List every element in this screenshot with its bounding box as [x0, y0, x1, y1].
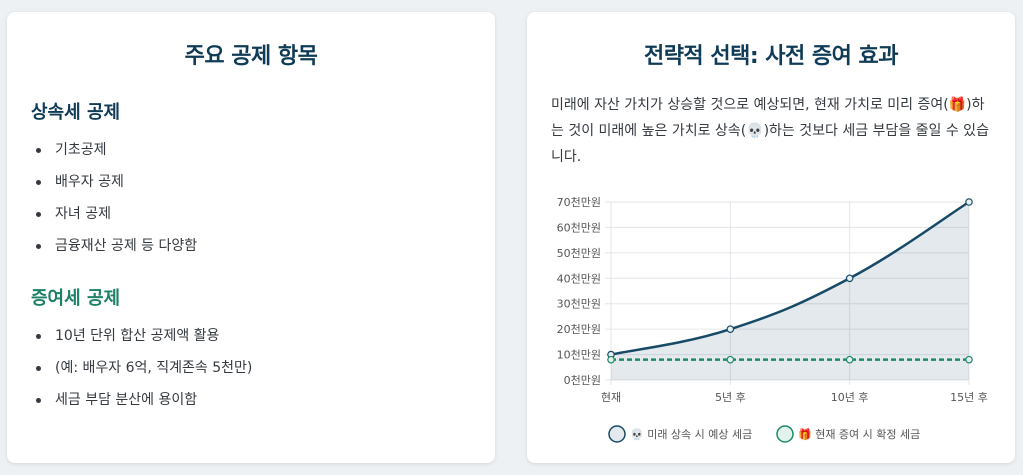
series-areas: [611, 202, 969, 380]
list-item: 자녀 공제: [31, 198, 495, 230]
legend-label-0: 💀 미래 상속 시 예상 세금: [630, 428, 752, 441]
y-tick-label: 10천만원: [557, 348, 601, 362]
strategy-description: 미래에 자산 가치가 상승할 것으로 예상되면, 현재 가치로 미리 증여(🎁)…: [551, 97, 989, 165]
x-tick-label: 15년 후: [950, 391, 988, 404]
series-line-0: [610, 200, 970, 356]
inheritance-list: 기초공제 배우자 공제 자녀 공제 금융재산 공제 등 다양함: [31, 134, 495, 262]
inheritance-section-title: 상속세 공제: [31, 102, 121, 123]
data-point: [965, 198, 973, 206]
deduction-card: 주요 공제 항목 상속세 공제 기초공제 배우자 공제 자녀 공제 금융재산 공…: [7, 12, 495, 463]
deduction-card-title: 주요 공제 항목: [184, 44, 318, 69]
y-tick-label: 40천만원: [557, 271, 601, 285]
legend-marker-0: [608, 425, 626, 443]
data-point: [726, 325, 735, 333]
chart-legend: 💀 미래 상속 시 예상 세금 🎁 현재 증여 시 확정 세금: [608, 425, 920, 443]
data-point: [845, 355, 854, 364]
gift-list: 10년 단위 합산 공제액 활용 (예: 배우자 6억, 직계존속 5천만) 세…: [31, 320, 495, 416]
y-tick-label: 50천만원: [557, 246, 601, 260]
tax-comparison-chart: 0천만원 10천만원 20천만원 30천만원 40천만원 50천만원 60천만원 70천만원 …: [527, 182, 1015, 457]
legend-label-1: 🎁 현재 증여 시 확정 세금: [798, 428, 920, 441]
list-item: 10년 단위 합산 공제액 활용: [31, 320, 495, 352]
y-tick-label: 60천만원: [557, 220, 601, 234]
data-point: [726, 355, 735, 364]
series-lines: [610, 200, 970, 361]
list-item: 기초공제: [31, 134, 495, 166]
series-points: [607, 198, 973, 364]
y-tick-label: 30천만원: [557, 297, 601, 311]
x-tick-label: 5년 후: [715, 391, 746, 404]
x-tick-label: 현재: [601, 391, 621, 404]
data-point: [845, 274, 854, 283]
x-tick-label: 10년 후: [831, 391, 869, 404]
data-point: [607, 355, 615, 364]
strategy-card: 전략적 선택: 사전 증여 효과 미래에 자산 가치가 상승할 것으로 예상되면…: [527, 12, 1015, 463]
list-item: 배우자 공제: [31, 166, 495, 198]
x-axis-ticks: 현재 5년 후 10년 후 15년 후: [601, 391, 988, 404]
data-point: [965, 355, 973, 364]
list-item: (예: 배우자 6억, 직계존속 5천만): [31, 352, 495, 384]
y-tick-label: 20천만원: [557, 322, 601, 336]
y-axis-ticks: 0천만원 10천만원 20천만원 30천만원 40천만원 50천만원 60천만원 70천만원: [557, 195, 601, 387]
gift-section-title: 증여세 공제: [31, 288, 121, 309]
list-item: 금융재산 공제 등 다양함: [31, 230, 495, 262]
chart-svg: 0천만원10천만원20천만원30천만원40천만원50천만원60천만원70천만원 …: [557, 195, 988, 443]
legend-marker-1: [776, 425, 794, 443]
y-tick-label: 70천만원: [557, 195, 601, 209]
series-area-0: [611, 202, 969, 380]
strategy-card-title: 전략적 선택: 사전 증여 효과: [643, 44, 899, 69]
list-item: 세금 부담 분산에 용이함: [31, 384, 495, 416]
y-tick-label: 0천만원: [564, 373, 601, 387]
chart-grid: [605, 201, 970, 385]
